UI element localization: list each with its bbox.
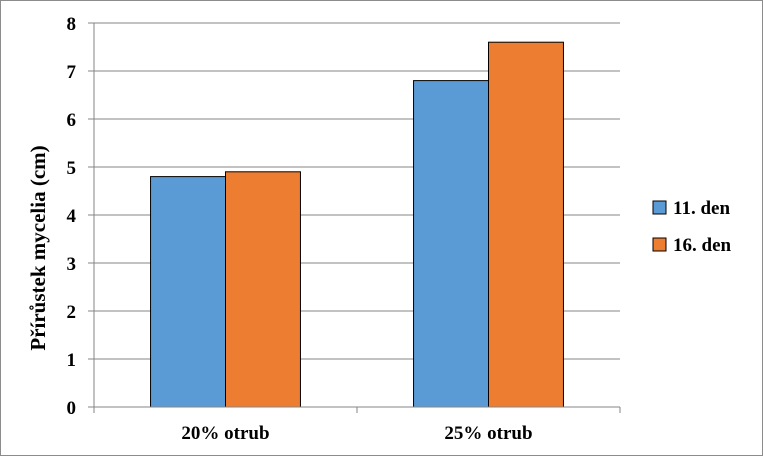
axes [88,22,621,413]
legend: 11. den 16. den [652,198,732,256]
bar-2-1 [225,171,301,408]
bars [150,41,564,408]
y-tick-label: 6 [67,110,77,131]
legend-swatch [652,200,667,215]
y-tick-label: 1 [67,350,77,371]
y-axis-title: Přírůstek mycelia (cm) [26,145,50,350]
x-category-labels: 20% otrub 25% otrub [181,423,532,444]
y-tick-label: 5 [67,158,77,179]
legend-swatch [652,237,667,252]
bar-1-1 [150,176,226,408]
y-tick-label: 7 [67,62,77,83]
y-tick-label: 4 [67,206,77,227]
bar-2-2 [488,41,564,408]
legend-label: 11. den [673,198,730,219]
y-tick-label: 2 [67,302,77,323]
y-tick-label: 0 [67,398,77,419]
legend-label: 16. den [673,235,732,256]
y-tick-label: 3 [67,254,77,275]
x-category-label: 25% otrub [444,423,532,444]
y-tick-label: 8 [67,14,77,35]
x-category-label: 20% otrub [181,423,269,444]
bar-1-2 [413,80,490,408]
y-tick-labels: 0 1 2 3 4 5 6 7 8 [67,14,77,419]
